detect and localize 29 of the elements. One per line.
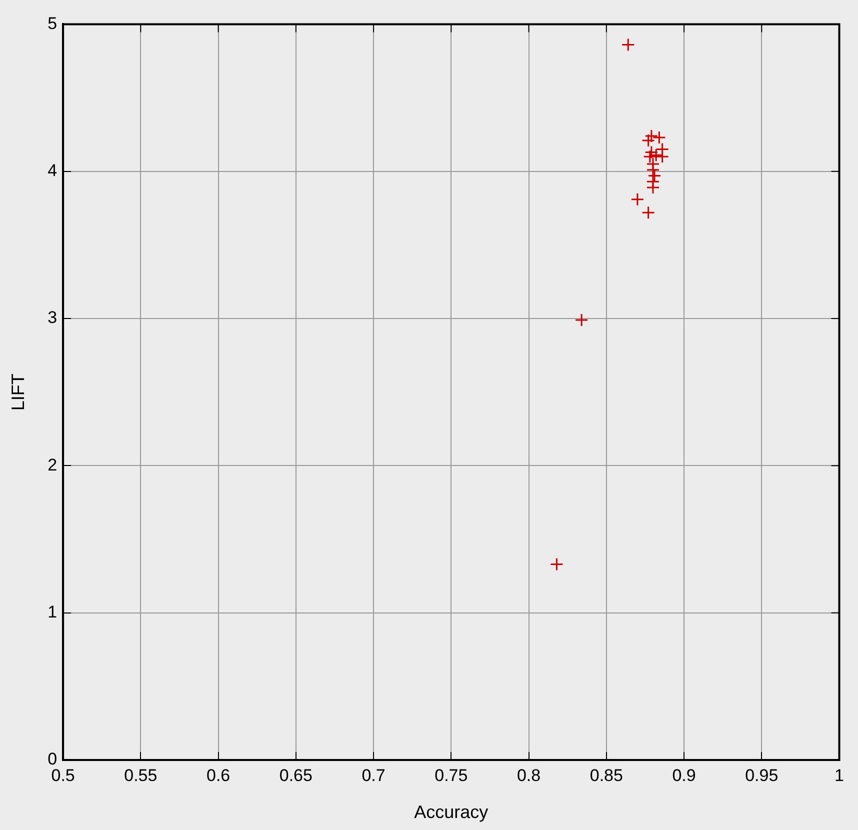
y-tick-label: 1 [48,602,58,622]
x-tick-label: 0.8 [516,766,541,785]
y-tick-label: 2 [48,455,58,474]
point [656,150,670,164]
x-tick-label: 0.85 [590,766,623,785]
point [648,169,662,183]
point [646,180,660,194]
point [642,134,656,148]
x-tick-label: 0.9 [672,766,696,785]
point [621,38,635,52]
point [630,192,644,206]
x-axis-title: Accuracy [414,802,488,822]
y-axis-title: LIFT [8,374,28,411]
x-tick-label: 0.95 [745,766,778,785]
point [646,163,660,177]
x-tick-label: 1 [834,766,844,785]
point [652,130,666,144]
x-tick-label: 0.75 [434,766,468,785]
point [574,313,588,327]
x-tick-label: 0.6 [206,766,230,785]
y-tick-label: 5 [48,14,58,33]
point [550,558,564,572]
x-tick-label: 0.55 [124,766,158,785]
x-tick-label: 0.7 [362,766,386,785]
point [644,129,658,143]
point [642,206,656,220]
y-tick-label: 4 [48,161,58,180]
y-tick-label: 3 [48,308,58,328]
x-tick-label: 0.65 [279,766,312,785]
